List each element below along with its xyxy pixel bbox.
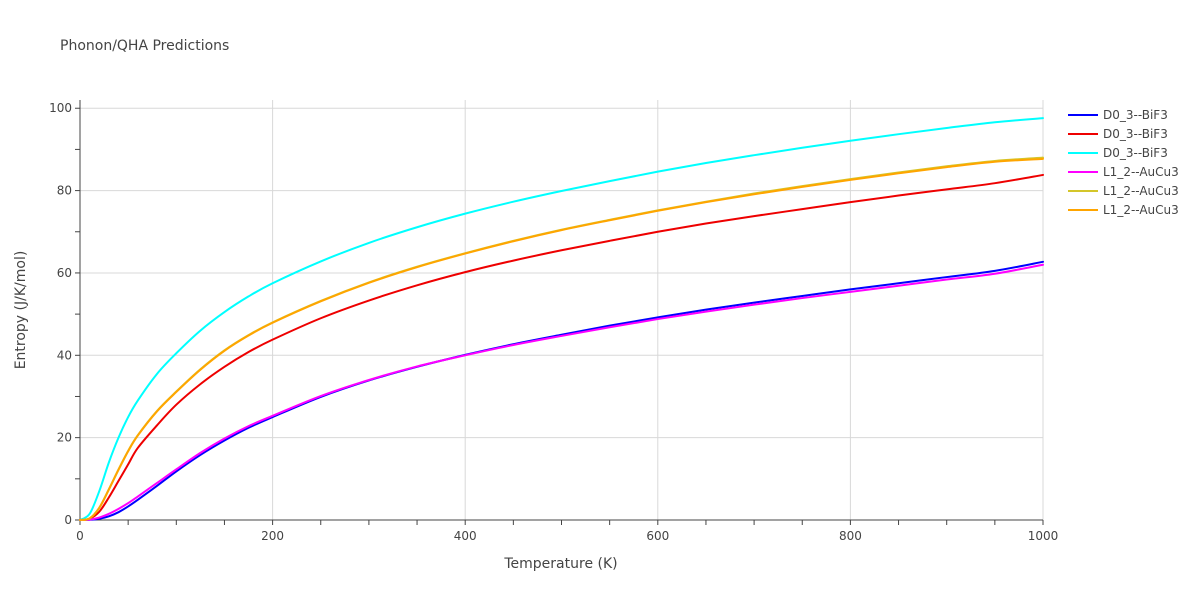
y-axis-title: Entropy (J/K/mol)	[13, 251, 29, 370]
series-line-3	[79, 117, 1044, 521]
y-tick-label: 60	[57, 266, 72, 280]
legend-item-6[interactable]: L1_2--AuCu3	[1068, 203, 1179, 217]
legend-label: L1_2--AuCu3	[1103, 165, 1179, 179]
x-tick-label: 0	[76, 529, 84, 543]
y-tick-label: 40	[57, 348, 72, 362]
series-line-4	[79, 263, 1044, 521]
series-line-1	[79, 260, 1044, 521]
legend-label: L1_2--AuCu3	[1103, 184, 1179, 198]
legend-label: L1_2--AuCu3	[1103, 203, 1179, 217]
legend-item-1[interactable]: D0_3--BiF3	[1068, 108, 1168, 122]
x-tick-label: 800	[839, 529, 862, 543]
y-tick-label: 80	[57, 184, 72, 198]
legend-item-2[interactable]: D0_3--BiF3	[1068, 127, 1168, 141]
y-tick-label: 20	[57, 431, 72, 445]
legend-label: D0_3--BiF3	[1103, 127, 1168, 141]
y-tick-labels: 0 20 40 60 80 100	[49, 101, 72, 527]
legend[interactable]: D0_3--BiF3 D0_3--BiF3 D0_3--BiF3 L1_2--AuCu…	[1068, 108, 1179, 217]
x-tick-label: 200	[261, 529, 284, 543]
legend-item-4[interactable]: L1_2--AuCu3	[1068, 165, 1179, 179]
x-tick-label: 1000	[1028, 529, 1059, 543]
chart-title: Phonon/QHA Predictions	[60, 38, 229, 54]
x-axis-title: Temperature (K)	[503, 556, 617, 572]
legend-label: D0_3--BiF3	[1103, 108, 1168, 122]
x-tick-label: 400	[454, 529, 477, 543]
grid	[80, 100, 1044, 520]
x-tick-label: 600	[646, 529, 669, 543]
y-tick-label: 0	[64, 513, 72, 527]
legend-label: D0_3--BiF3	[1103, 146, 1168, 160]
legend-item-3[interactable]: D0_3--BiF3	[1068, 146, 1168, 160]
series-line-6	[79, 157, 1044, 521]
axes	[75, 100, 1044, 525]
legend-item-5[interactable]: L1_2--AuCu3	[1068, 184, 1179, 198]
x-tick-labels: 0 200 400 600 800 1000	[76, 529, 1058, 543]
series-line-5	[79, 156, 1044, 521]
plot-area	[79, 117, 1044, 521]
series-line-2	[79, 173, 1044, 521]
y-tick-label: 100	[49, 101, 72, 115]
